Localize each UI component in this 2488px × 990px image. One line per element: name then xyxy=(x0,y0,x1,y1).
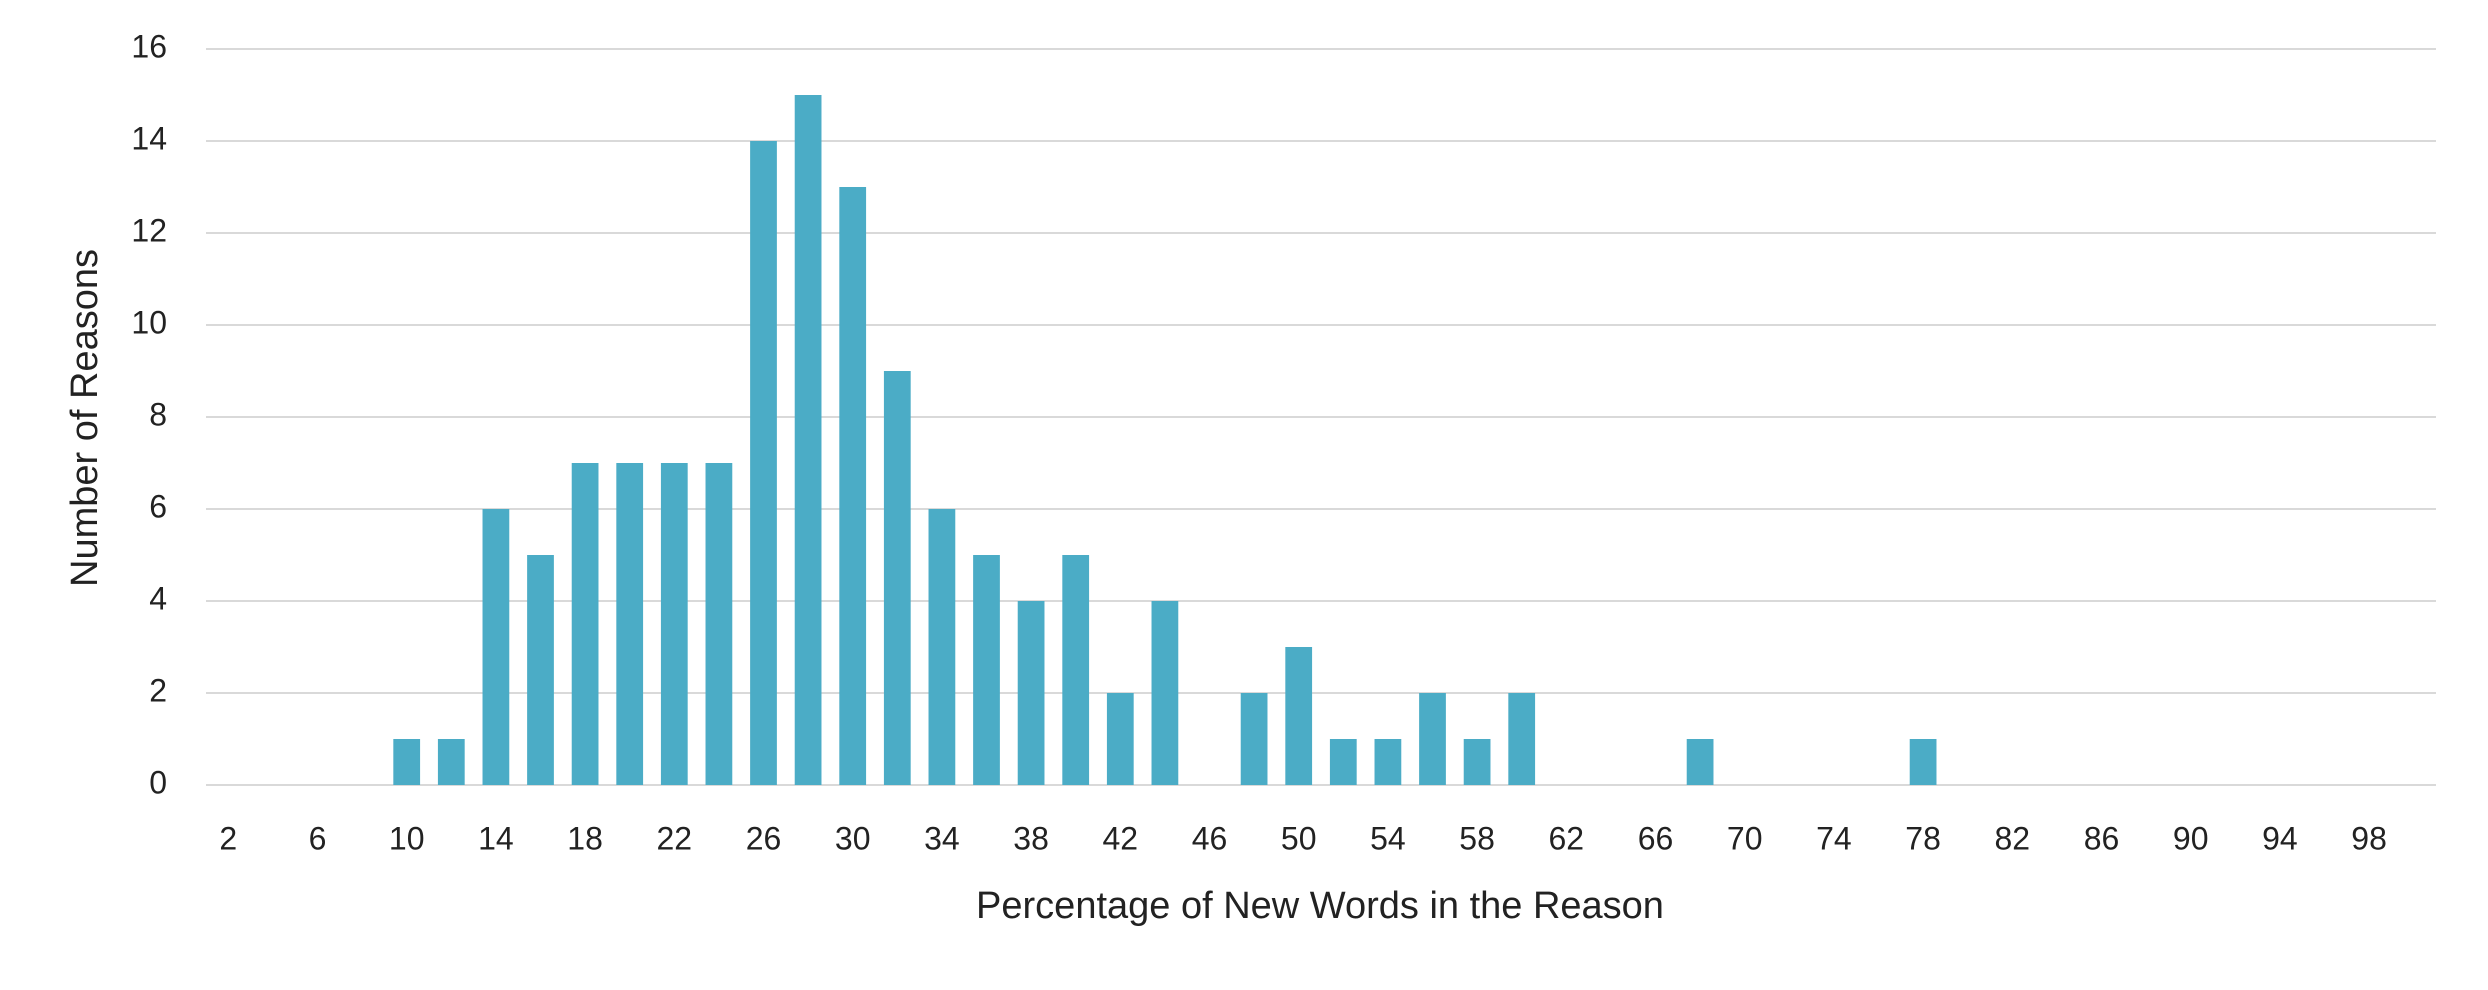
bar xyxy=(839,187,867,785)
bar xyxy=(883,371,911,785)
x-tick-label: 26 xyxy=(746,820,782,856)
bar xyxy=(437,739,465,785)
x-tick-label: 50 xyxy=(1281,820,1317,856)
x-tick-label: 82 xyxy=(1995,820,2031,856)
bar xyxy=(571,463,599,785)
x-tick-label: 66 xyxy=(1638,820,1674,856)
x-tick-label: 86 xyxy=(2084,820,2120,856)
bar xyxy=(1463,739,1491,785)
bar xyxy=(1508,693,1536,785)
x-tick-label: 22 xyxy=(657,820,693,856)
x-tick-label: 14 xyxy=(478,820,514,856)
x-tick-label: 30 xyxy=(835,820,871,856)
bar xyxy=(928,509,956,785)
bar xyxy=(1285,647,1313,785)
y-tick-label: 6 xyxy=(149,488,167,524)
bar xyxy=(1017,601,1045,785)
bar xyxy=(1240,693,1268,785)
y-tick-label: 2 xyxy=(149,672,167,708)
x-tick-label: 70 xyxy=(1727,820,1763,856)
y-tick-label: 4 xyxy=(149,580,167,616)
x-tick-label: 90 xyxy=(2173,820,2209,856)
bar xyxy=(1374,739,1402,785)
y-tick-label: 0 xyxy=(149,764,167,800)
y-tick-label: 14 xyxy=(131,120,167,156)
bar xyxy=(750,141,777,785)
x-tick-label: 98 xyxy=(2351,820,2387,856)
y-tick-label: 12 xyxy=(131,212,167,248)
bar xyxy=(1909,739,1937,785)
bar xyxy=(1151,601,1179,785)
x-axis-title: Percentage of New Words in the Reason xyxy=(976,885,1664,927)
x-tick-label: 2 xyxy=(219,820,237,856)
x-tick-label: 38 xyxy=(1013,820,1049,856)
y-tick-label: 8 xyxy=(149,396,167,432)
x-tick-label: 78 xyxy=(1905,820,1941,856)
bar xyxy=(1419,693,1446,785)
bar xyxy=(1329,739,1357,785)
bar xyxy=(705,463,733,785)
bar xyxy=(1686,739,1714,785)
x-tick-label: 46 xyxy=(1192,820,1228,856)
x-tick-label: 34 xyxy=(924,820,960,856)
x-tick-label: 10 xyxy=(389,820,425,856)
x-tick-label: 58 xyxy=(1459,820,1495,856)
bar xyxy=(616,463,644,785)
bar xyxy=(482,509,510,785)
x-tick-label: 18 xyxy=(567,820,603,856)
y-tick-label: 16 xyxy=(131,28,167,64)
bar xyxy=(1106,693,1134,785)
y-tick-label: 10 xyxy=(131,304,167,340)
y-axis-title: Number of Reasons xyxy=(64,249,106,587)
x-tick-label: 6 xyxy=(309,820,327,856)
bar xyxy=(660,463,688,785)
bar xyxy=(973,555,1000,785)
x-tick-label: 54 xyxy=(1370,820,1406,856)
bar xyxy=(1062,555,1090,785)
x-tick-label: 42 xyxy=(1103,820,1139,856)
x-tick-label: 62 xyxy=(1549,820,1585,856)
bar xyxy=(527,555,554,785)
bar xyxy=(794,95,822,785)
x-tick-label: 74 xyxy=(1816,820,1852,856)
x-tick-label: 94 xyxy=(2262,820,2298,856)
bar xyxy=(393,739,421,785)
